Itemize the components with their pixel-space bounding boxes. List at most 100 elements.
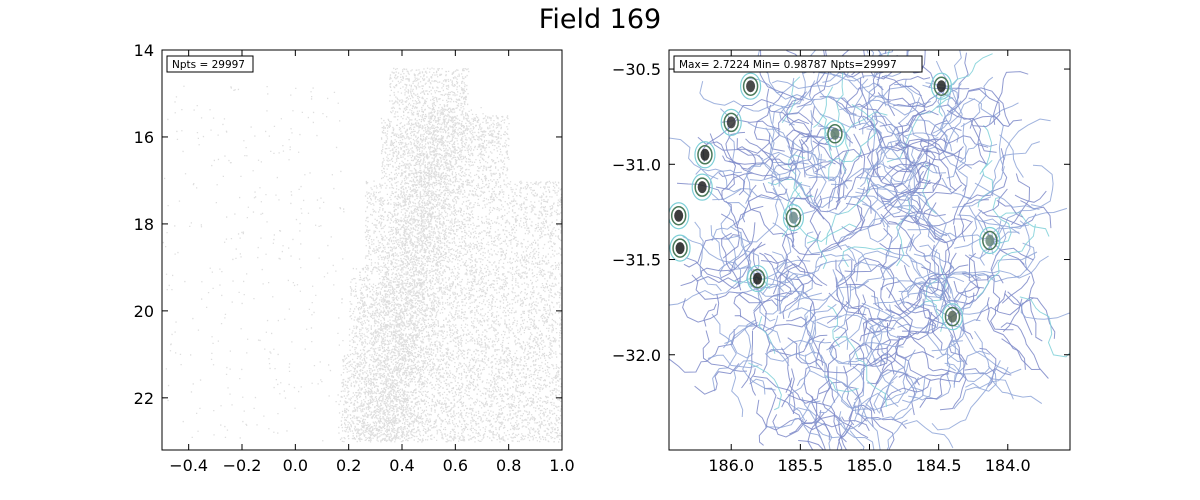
contour-line — [1003, 118, 1051, 161]
peak-contour-mid — [982, 230, 998, 251]
contour-line — [691, 274, 741, 300]
contour-line — [988, 376, 1043, 405]
contour-line — [804, 231, 858, 265]
peak-contour-outer — [941, 303, 964, 331]
contour-line — [954, 286, 985, 340]
contour-line — [800, 138, 825, 220]
left-annotation-text: Npts = 29997 — [172, 59, 245, 71]
peak-core — [936, 80, 946, 93]
left-xtick-label: 0.6 — [443, 456, 468, 475]
peak-contour-outer — [669, 202, 690, 230]
contour-line — [798, 303, 837, 364]
contour-line — [845, 283, 884, 311]
contour-line — [886, 375, 899, 407]
contour-line — [835, 336, 887, 407]
contour-line — [1020, 200, 1052, 229]
peak-contour-outer — [720, 108, 742, 136]
contour-line — [779, 290, 808, 315]
contour-line — [925, 285, 975, 305]
contour-line — [809, 95, 868, 128]
contour-line — [736, 272, 814, 294]
contour-line — [812, 140, 842, 175]
peak-contour-mid — [785, 207, 802, 228]
contour-line — [872, 417, 895, 450]
contour-line — [856, 250, 910, 282]
contour-line — [922, 208, 955, 269]
contour-line — [801, 129, 813, 178]
contour-line — [898, 373, 920, 386]
contour-line — [876, 369, 918, 421]
contour-line — [870, 179, 931, 201]
peak-contour-outer — [746, 264, 769, 293]
contour-line — [827, 305, 841, 348]
contour-line — [756, 399, 825, 431]
contour-line — [779, 96, 795, 126]
contour-line — [680, 243, 766, 287]
contour-line — [884, 249, 940, 285]
contour-line — [976, 224, 1036, 298]
contour-line — [825, 374, 859, 393]
contour-line — [923, 255, 955, 296]
figure-title: Field 169 — [538, 4, 662, 35]
contour-line — [796, 259, 852, 279]
contour-line — [860, 419, 908, 450]
contour-line — [847, 79, 887, 107]
peak-contour-outer — [782, 204, 805, 232]
contour-line — [683, 234, 740, 268]
contour-line — [977, 159, 994, 208]
contour-line — [718, 172, 746, 196]
contour-line — [803, 50, 817, 68]
contour-line — [738, 293, 778, 307]
contour-line — [787, 394, 847, 443]
peak-core — [830, 127, 840, 140]
right-contour-lines — [669, 50, 1070, 450]
contour-line — [748, 362, 782, 411]
contour-line — [752, 279, 813, 331]
contour-line — [989, 102, 1019, 125]
contour-line — [786, 316, 824, 366]
left-scatter-points — [162, 67, 562, 443]
peak-core — [746, 80, 756, 93]
contour-line — [789, 409, 822, 435]
contour-line — [898, 272, 952, 294]
contour-line — [938, 53, 993, 117]
contour-line — [982, 218, 1007, 257]
contour-line — [896, 197, 911, 267]
contour-line — [1000, 322, 1049, 379]
right-xtick-label: 185.5 — [777, 456, 823, 475]
contour-line — [880, 197, 921, 224]
contour-line — [812, 155, 827, 205]
contour-line — [869, 303, 937, 333]
contour-line — [873, 381, 894, 413]
peak-contour-outer — [824, 120, 846, 148]
contour-line — [869, 120, 945, 153]
contour-line — [859, 316, 893, 342]
contour-line — [778, 292, 823, 314]
contour-line — [946, 109, 997, 153]
contour-line — [1001, 338, 1041, 371]
contour-line — [749, 368, 757, 396]
contour-line — [881, 75, 926, 137]
contour-line — [839, 261, 894, 283]
contour-line — [817, 129, 851, 166]
contour-line — [703, 303, 717, 327]
left-xtick-label: 0.8 — [496, 456, 521, 475]
contour-line — [780, 347, 792, 393]
contour-line — [694, 221, 722, 292]
contour-line — [849, 430, 865, 450]
contour-line — [781, 181, 803, 238]
contour-line — [758, 387, 777, 446]
contour-line — [749, 176, 811, 188]
contour-line — [901, 138, 963, 160]
contour-line — [953, 254, 980, 298]
contour-line — [931, 360, 1001, 431]
contour-line — [941, 177, 972, 201]
peak-contour-outer — [739, 72, 762, 100]
peak-contour-outer — [694, 141, 716, 169]
contour-line — [979, 124, 993, 175]
contour-line — [927, 316, 943, 351]
contour-line — [772, 80, 816, 109]
contour-line — [931, 319, 981, 352]
peak-contour-outer — [691, 173, 713, 201]
contour-line — [788, 276, 870, 301]
